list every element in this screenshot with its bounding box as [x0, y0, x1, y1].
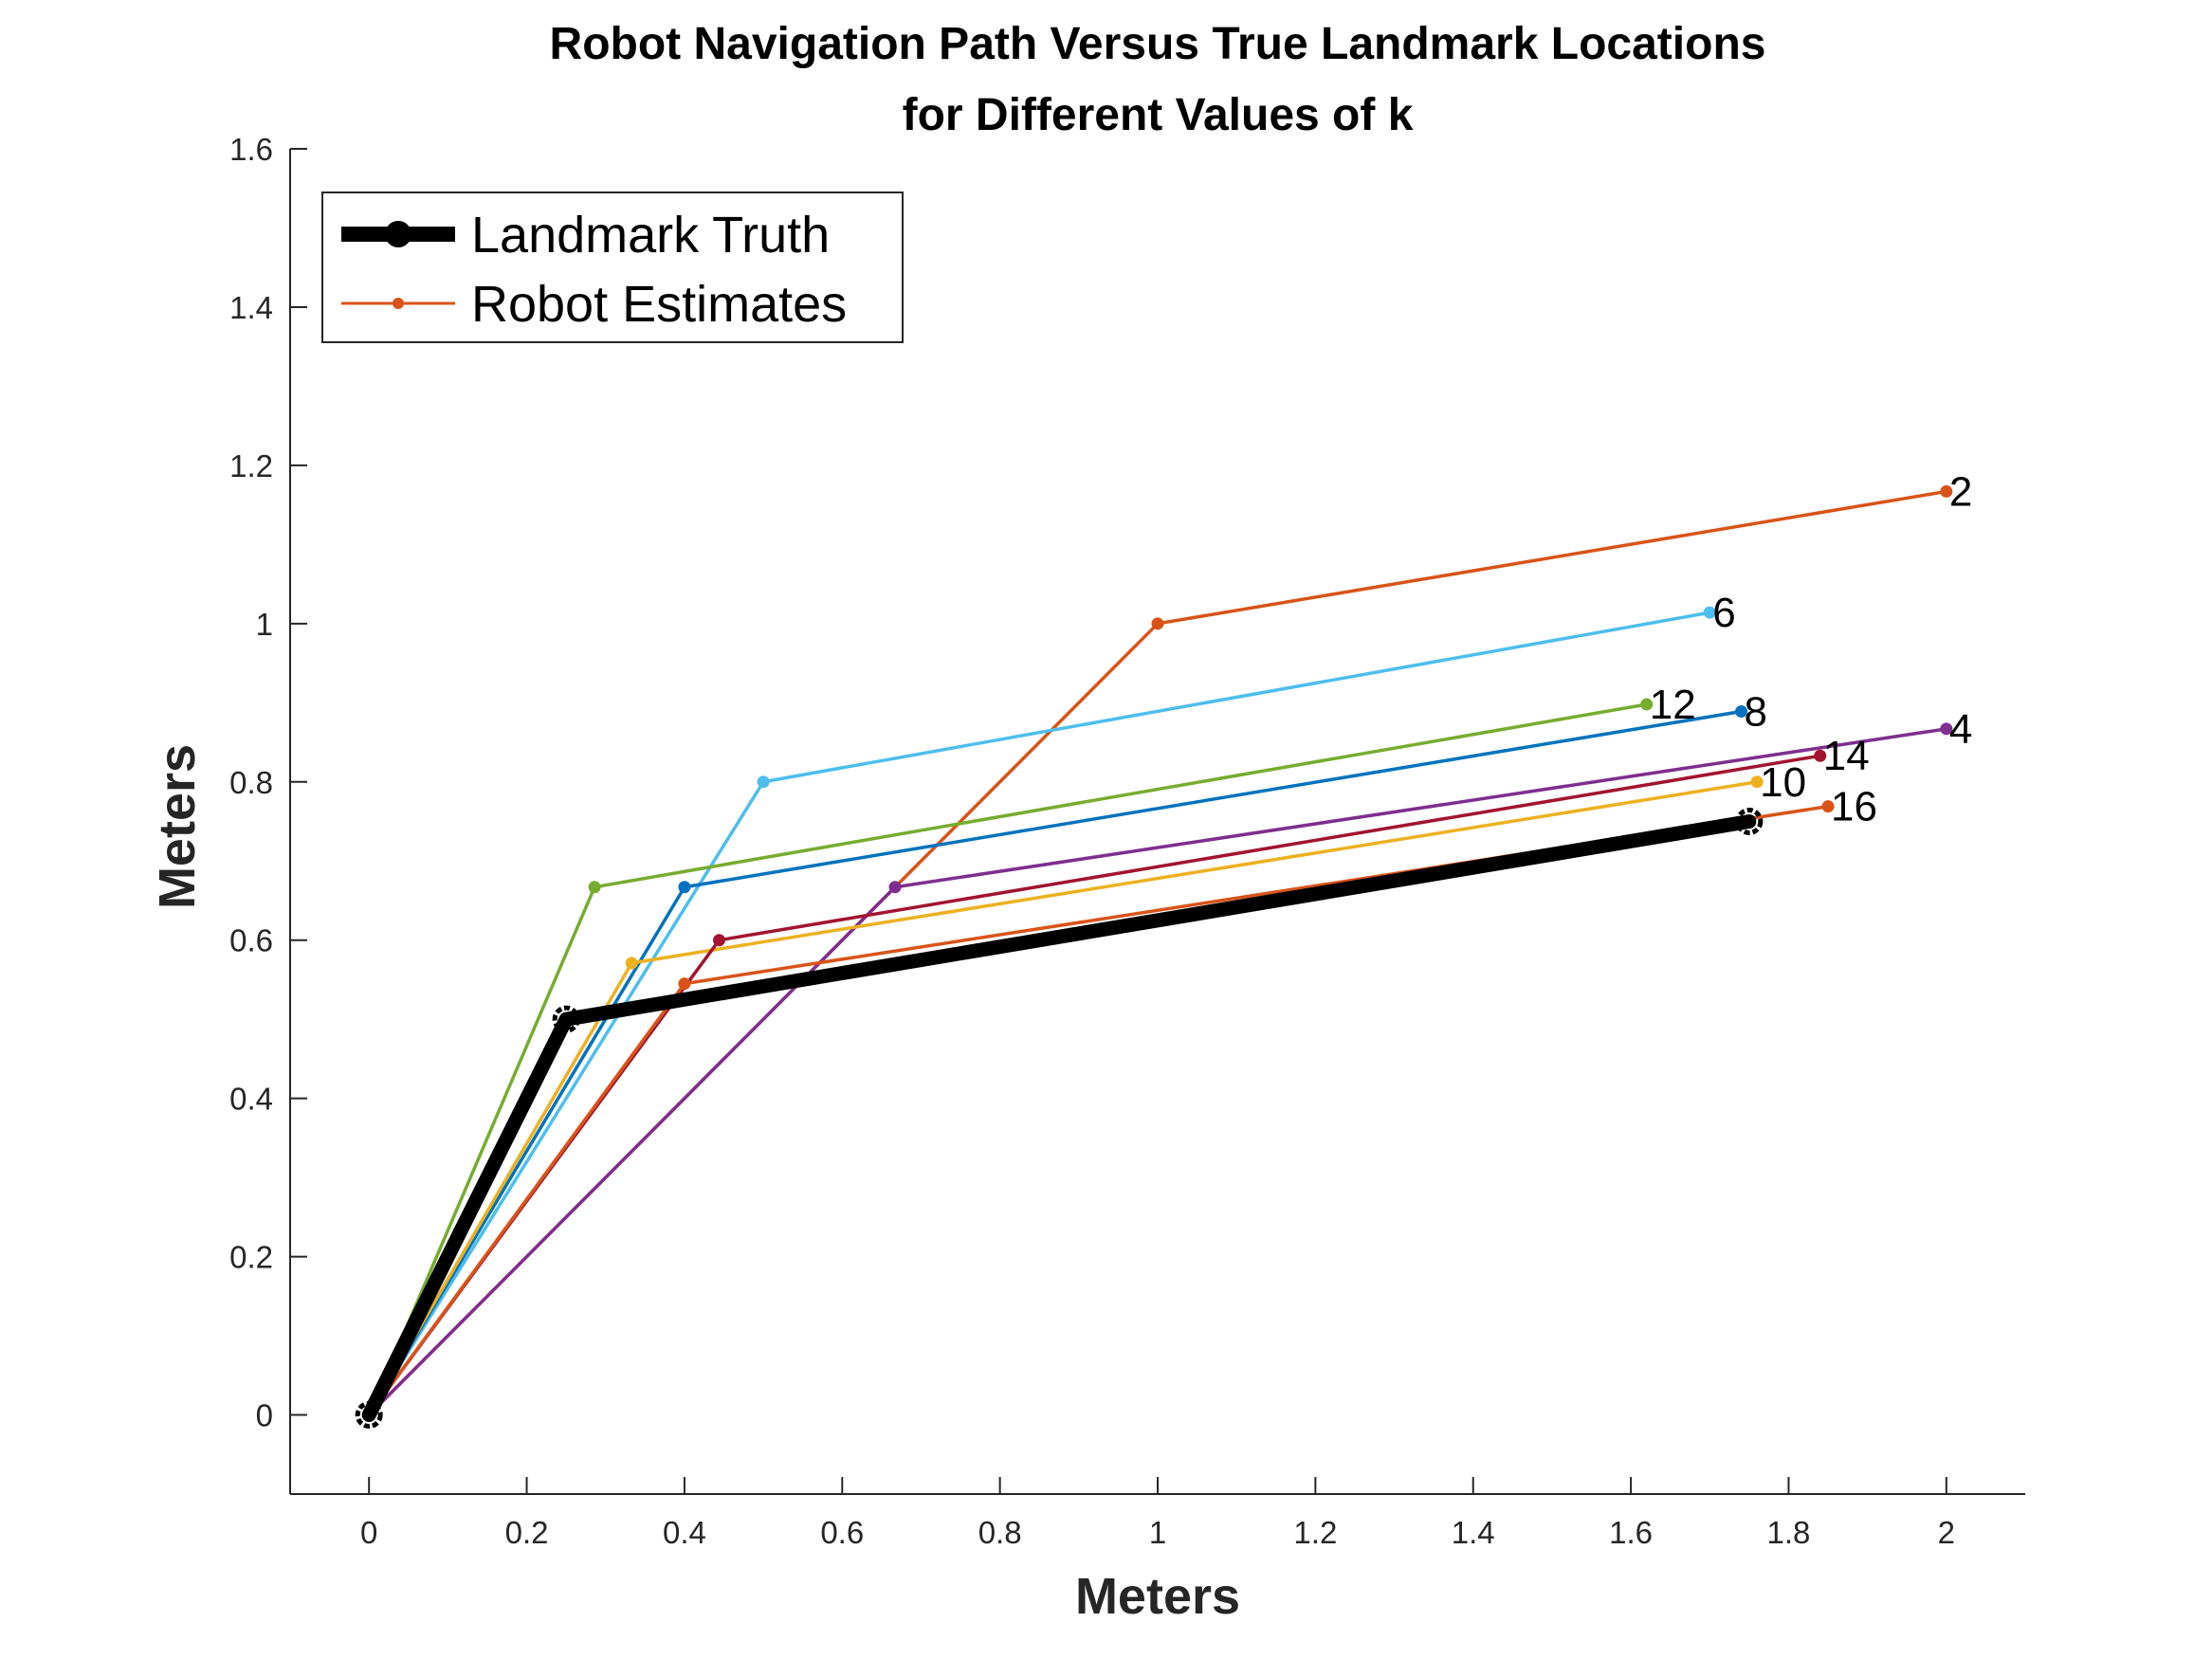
y-tick-label: 0 — [256, 1398, 273, 1433]
series-point-k-12 — [588, 881, 601, 894]
x-tick-label: 1.2 — [1293, 1515, 1337, 1550]
legend-estimates-label: Robot Estimates — [471, 276, 847, 333]
series-landmark-truth — [355, 808, 1764, 1430]
series-point-k-6 — [757, 775, 770, 789]
legend-truth-label: Landmark Truth — [471, 207, 830, 264]
series-line-k-10 — [367, 780, 1758, 1416]
legend-truth-marker — [385, 221, 411, 247]
series-label-k-14: 14 — [1823, 733, 1870, 779]
series-label-k-6: 6 — [1712, 590, 1735, 636]
series-point-k-4 — [888, 881, 902, 894]
y-tick-label: 0.8 — [229, 765, 273, 800]
series-point-k-4 — [1940, 722, 1953, 736]
x-tick-label: 1.6 — [1609, 1515, 1653, 1550]
series-point-k-14 — [713, 934, 726, 947]
series-label-k-4: 4 — [1949, 706, 1972, 753]
x-tick-label: 0.2 — [505, 1515, 549, 1550]
y-tick-label: 0.2 — [229, 1240, 273, 1275]
series-k-8: 8 — [362, 688, 1767, 1422]
series-label-k-2: 2 — [1949, 468, 1972, 515]
x-tick-label: 2 — [1938, 1515, 1955, 1550]
series-k-6: 6 — [362, 590, 1736, 1422]
x-tick-label: 1.8 — [1767, 1515, 1811, 1550]
y-tick-label: 1 — [256, 607, 273, 642]
series-point-k-2 — [1940, 484, 1953, 498]
x-tick-label: 0.6 — [820, 1515, 864, 1550]
y-tick-label: 0.4 — [229, 1082, 273, 1117]
series-point-k-16 — [678, 977, 691, 991]
series-k-4: 4 — [362, 706, 1972, 1422]
truth-point — [1735, 808, 1764, 835]
y-tick-label: 1.2 — [229, 448, 273, 483]
y-axis-label: Meters — [149, 744, 206, 909]
axes: 0 0.2 0.4 0.6 0.8 1 1.2 1.4 1.6 1.8 2 0 0.2 0.4 0.6 0.8… — [229, 132, 2025, 1550]
series-line-k-2 — [367, 489, 1947, 1416]
legend: Landmark Truth Robot Estimates — [321, 191, 904, 343]
series-point-k-10 — [625, 957, 638, 970]
y-tick-label: 0.6 — [229, 923, 273, 958]
x-tick-label: 0.4 — [663, 1515, 706, 1550]
series-label-k-12: 12 — [1650, 682, 1696, 728]
series-point-k-12 — [1640, 698, 1654, 711]
truth-point — [355, 1401, 383, 1430]
x-tick-label: 0 — [360, 1515, 377, 1550]
series-point-k-10 — [1750, 775, 1764, 789]
series-k-16: 16 — [362, 784, 1877, 1422]
series-point-k-2 — [1151, 617, 1164, 630]
series-line-k-16 — [367, 804, 1829, 1416]
chart-title-line-1: Robot Navigation Path Versus True Landma… — [550, 19, 1766, 69]
series-point-k-6 — [1703, 606, 1716, 619]
x-tick-label: 1 — [1149, 1515, 1166, 1550]
series-label-k-8: 8 — [1745, 688, 1767, 735]
legend-estimates-marker — [393, 298, 404, 309]
series-line-k-12 — [367, 702, 1648, 1416]
x-tick-label: 1.4 — [1452, 1515, 1495, 1550]
chart-title-line-2: for Different Values of k — [903, 90, 1414, 140]
series-label-k-16: 16 — [1831, 784, 1877, 830]
series-point-k-8 — [1735, 704, 1748, 718]
truth-point — [552, 1005, 580, 1033]
legend-box — [321, 191, 904, 343]
truth-line — [361, 814, 1757, 1423]
x-tick-label: 0.8 — [978, 1515, 1022, 1550]
series-line-k-14 — [367, 754, 1821, 1416]
y-tick-label: 1.4 — [229, 290, 273, 325]
series-point-k-14 — [1814, 749, 1827, 762]
series-label-k-10: 10 — [1760, 759, 1806, 806]
series-point-k-16 — [1821, 800, 1835, 813]
y-tick-label: 1.6 — [229, 132, 273, 167]
series-point-k-8 — [678, 881, 691, 894]
series-k-12: 12 — [362, 682, 1696, 1422]
x-axis-label: Meters — [1075, 1568, 1240, 1625]
plot-area: 2 4 6 8 10 12 14 16 — [355, 468, 1972, 1430]
